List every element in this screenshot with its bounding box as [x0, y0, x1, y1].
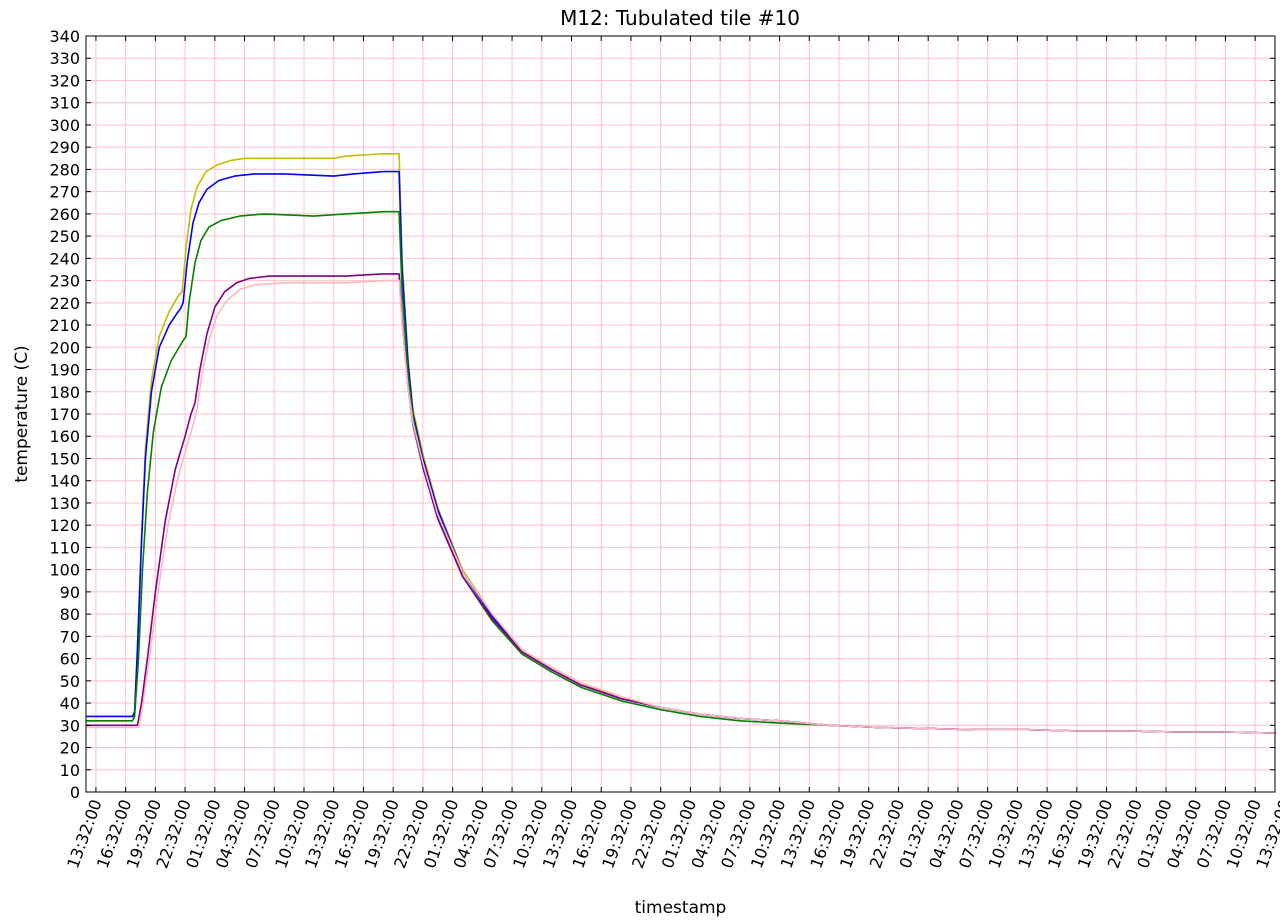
- y-tick-label: 100: [49, 561, 80, 580]
- y-tick-label: 260: [49, 205, 80, 224]
- series-line-3: [86, 210, 1276, 734]
- x-axis-label: timestamp: [635, 898, 727, 918]
- grid-layer: [86, 35, 1275, 793]
- y-tick-label: 200: [49, 338, 80, 357]
- y-tick-label: 170: [49, 405, 80, 424]
- y-tick-label: 190: [49, 361, 80, 380]
- x-axis: 13:32:0016:32:0019:32:0022:32:0001:32:00…: [63, 36, 1280, 871]
- y-tick-label: 180: [49, 383, 80, 402]
- y-tick-label: 330: [49, 49, 80, 68]
- y-axis: 0 10 20 30 40 50 60 70 80 90 100 110 120 130 140 150 160…: [49, 27, 1275, 802]
- y-tick-label: 230: [49, 272, 80, 291]
- y-tick-label: 310: [49, 94, 80, 113]
- y-tick-label: 50: [60, 672, 80, 691]
- y-tick-label: 130: [49, 494, 80, 513]
- series-line-5: [86, 279, 1276, 734]
- y-tick-label: 70: [60, 627, 80, 646]
- series-layer: [86, 153, 1276, 734]
- y-tick-label: 160: [49, 427, 80, 446]
- y-tick-label: 80: [60, 605, 80, 624]
- y-tick-label: 340: [49, 27, 80, 46]
- y-tick-label: 240: [49, 249, 80, 268]
- y-axis-label: temperature (C): [12, 345, 32, 482]
- y-tick-label: 210: [49, 316, 80, 335]
- y-tick-label: 30: [60, 716, 80, 735]
- y-tick-label: 220: [49, 294, 80, 313]
- y-tick-label: 150: [49, 449, 80, 468]
- y-tick-label: 250: [49, 227, 80, 246]
- chart-title: M12: Tubulated tile #10: [560, 6, 800, 30]
- y-tick-label: 60: [60, 650, 80, 669]
- y-tick-label: 40: [60, 694, 80, 713]
- y-tick-label: 90: [60, 583, 80, 602]
- y-tick-label: 300: [49, 116, 80, 135]
- y-tick-label: 10: [60, 761, 80, 780]
- y-tick-label: 280: [49, 160, 80, 179]
- y-tick-label: 0: [70, 783, 80, 802]
- series-line-1: [86, 153, 1276, 734]
- series-line-4: [86, 273, 1276, 734]
- y-tick-label: 140: [49, 472, 80, 491]
- y-tick-label: 110: [49, 538, 80, 557]
- y-tick-label: 270: [49, 183, 80, 202]
- y-tick-label: 290: [49, 138, 80, 157]
- series-line-2: [86, 170, 1276, 734]
- y-tick-label: 120: [49, 516, 80, 535]
- y-tick-label: 20: [60, 739, 80, 758]
- y-tick-label: 320: [49, 71, 80, 90]
